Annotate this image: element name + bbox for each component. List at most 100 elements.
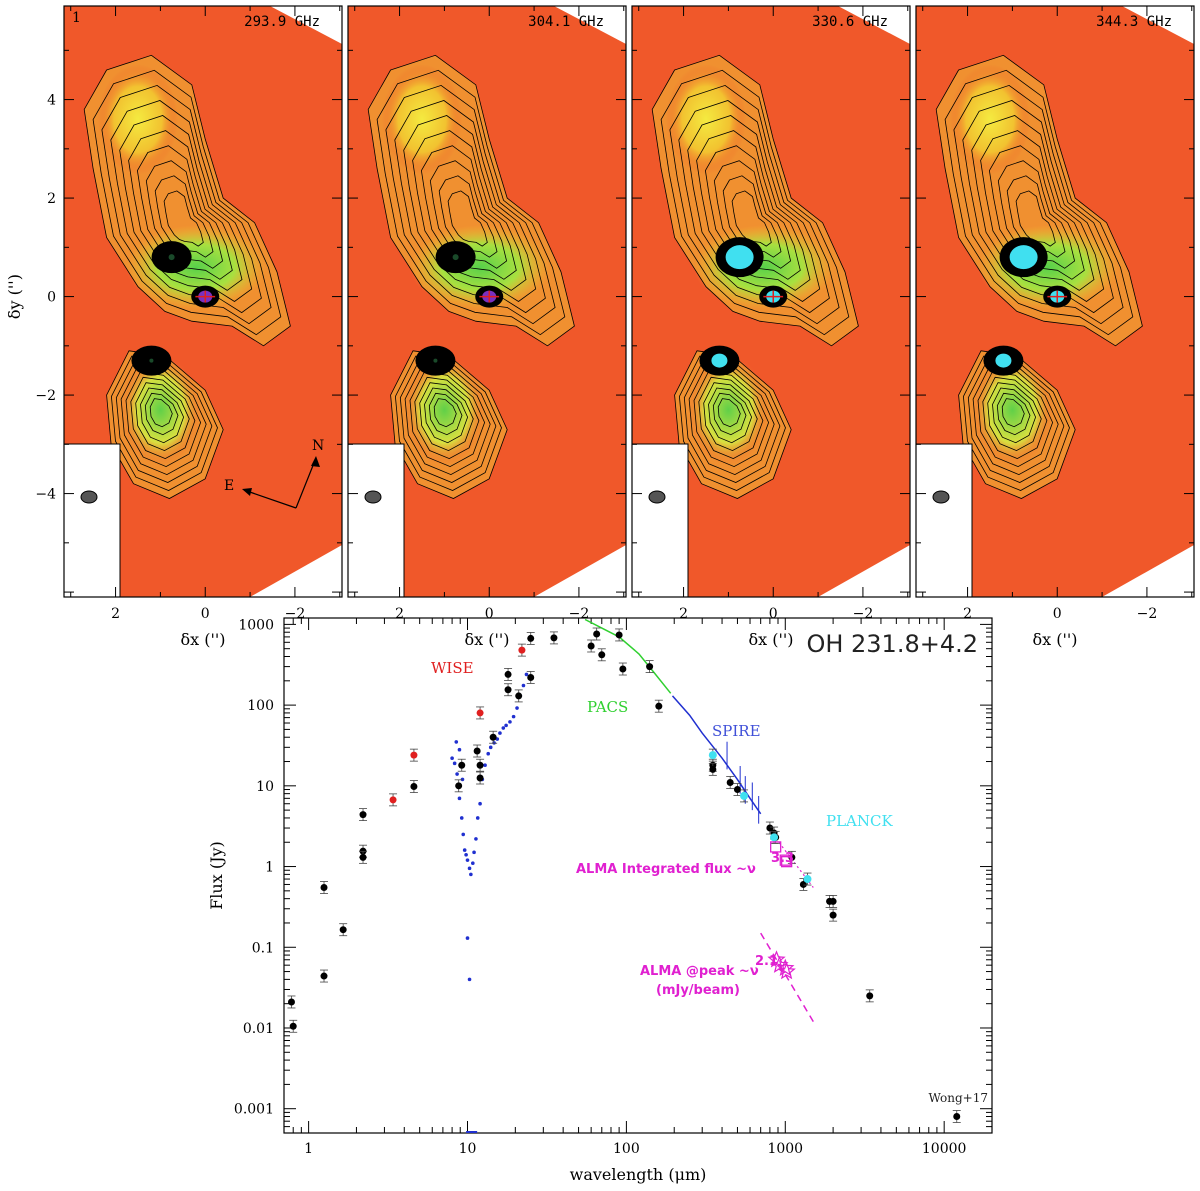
contour bbox=[674, 350, 792, 499]
photometry-point bbox=[655, 702, 663, 710]
x-tick-label: 2 bbox=[963, 606, 972, 622]
contour bbox=[154, 175, 214, 258]
contour bbox=[678, 100, 830, 314]
contour bbox=[149, 398, 173, 428]
alma-integrated-point bbox=[770, 841, 782, 853]
y-axis-title: Flux (Jy) bbox=[207, 841, 226, 910]
compass-north-arrow bbox=[295, 457, 317, 509]
contour bbox=[982, 376, 1048, 460]
contour bbox=[935, 54, 1143, 347]
compass-north-head bbox=[311, 456, 320, 467]
irs-spectrum-point bbox=[467, 977, 472, 982]
irs-spectrum-point bbox=[455, 772, 459, 776]
upper-lobe bbox=[665, 64, 746, 175]
x-axis-title: δx ('') bbox=[180, 630, 225, 649]
frequency-label: 344.3 GHz bbox=[1096, 14, 1172, 30]
contour bbox=[385, 84, 556, 325]
contour bbox=[136, 145, 233, 280]
photometry-point bbox=[476, 761, 484, 769]
beam-inset bbox=[916, 443, 973, 597]
photometry-point bbox=[504, 686, 512, 694]
x-tick-label: 2 bbox=[111, 606, 120, 622]
contour bbox=[708, 387, 753, 444]
wise-point bbox=[389, 796, 397, 804]
x-axis-title: wavelength (μm) bbox=[570, 1165, 707, 1184]
contour bbox=[678, 355, 786, 491]
contour bbox=[962, 355, 1070, 491]
map-image bbox=[348, 6, 626, 597]
map-panels: 2 0 −2 δx ('') 293.9 GHz 2 0 −2 δx ('') 304.1 GHz… bbox=[5, 5, 1195, 649]
contour bbox=[987, 382, 1042, 452]
blank-corner-bottom bbox=[250, 545, 342, 597]
contour bbox=[992, 387, 1037, 444]
spire-label: SPIRE bbox=[712, 722, 761, 740]
x-tick-label: 0 bbox=[485, 606, 494, 622]
photometry-point bbox=[287, 998, 295, 1006]
photometry-point bbox=[709, 765, 717, 773]
contour bbox=[971, 115, 1105, 302]
irs-spectrum-point bbox=[488, 745, 493, 750]
contour bbox=[717, 398, 741, 428]
compass-east-arrow bbox=[243, 489, 297, 509]
frequency-label: 330.6 GHz bbox=[812, 14, 888, 30]
map-image bbox=[64, 6, 342, 597]
irs-spectrum-point bbox=[462, 848, 467, 852]
x-tick-label: 10000 bbox=[922, 1141, 967, 1157]
contour bbox=[997, 160, 1076, 269]
y-tick-label: 100 bbox=[247, 698, 274, 714]
contour bbox=[144, 392, 179, 436]
knot-upper-peak bbox=[168, 254, 175, 261]
panel-number: 1 bbox=[72, 10, 81, 26]
alma-integrated-point bbox=[780, 855, 793, 868]
contour bbox=[424, 387, 469, 444]
contour bbox=[722, 175, 782, 258]
blank-corner-top bbox=[270, 6, 342, 44]
contour bbox=[394, 355, 502, 491]
photometry-point bbox=[359, 853, 367, 861]
photometry-point bbox=[646, 663, 654, 671]
irs-spectrum-point bbox=[450, 756, 454, 760]
x-tick-label: −2 bbox=[853, 606, 874, 622]
contour bbox=[683, 360, 781, 483]
blank-corner-bottom bbox=[534, 545, 626, 597]
contour bbox=[693, 371, 770, 468]
photometry-point bbox=[320, 972, 328, 980]
photometry-point bbox=[489, 733, 497, 741]
upper-lobe bbox=[97, 64, 178, 175]
wise-point bbox=[410, 751, 418, 759]
contour bbox=[128, 130, 243, 291]
x-tick-label: 0 bbox=[201, 606, 210, 622]
planck-label: PLANCK bbox=[826, 812, 893, 830]
contour bbox=[120, 366, 207, 476]
knot-lower-peak bbox=[433, 358, 438, 363]
frequency-label: 293.9 GHz bbox=[244, 14, 320, 30]
irs-spectrum-point bbox=[508, 720, 512, 724]
photometry-point bbox=[550, 634, 558, 642]
irs-spectrum-point bbox=[504, 723, 508, 728]
y-tick-label: 0.1 bbox=[252, 940, 274, 956]
wise-point bbox=[518, 646, 526, 654]
photometry-point bbox=[515, 692, 523, 700]
contour bbox=[110, 100, 262, 314]
sed-plot: 1 10 100 1000 10000 0.001 0.01 0.1 1 10 100 1000 wav… bbox=[207, 617, 993, 1184]
contour bbox=[420, 145, 517, 280]
blank-corner-bottom bbox=[1102, 545, 1194, 597]
contour bbox=[119, 115, 253, 302]
beam-inset bbox=[64, 443, 121, 597]
contour bbox=[140, 387, 185, 444]
beam-inset bbox=[348, 443, 405, 597]
contour bbox=[669, 84, 840, 325]
beam-ellipse bbox=[932, 490, 950, 504]
irs-spectrum-point bbox=[465, 936, 470, 940]
y-tick-label: 0.01 bbox=[243, 1021, 274, 1037]
compass-east-head bbox=[242, 488, 252, 496]
irs-spectrum-point bbox=[465, 858, 470, 862]
planck-point bbox=[770, 833, 779, 842]
contour bbox=[101, 84, 272, 325]
photometry-point bbox=[766, 824, 774, 832]
knot-upper-peak bbox=[725, 245, 754, 270]
irs-spectrum-point bbox=[511, 714, 516, 719]
contour bbox=[977, 371, 1054, 468]
alma-peak-label: ALMA @peak ~ν bbox=[640, 964, 759, 979]
